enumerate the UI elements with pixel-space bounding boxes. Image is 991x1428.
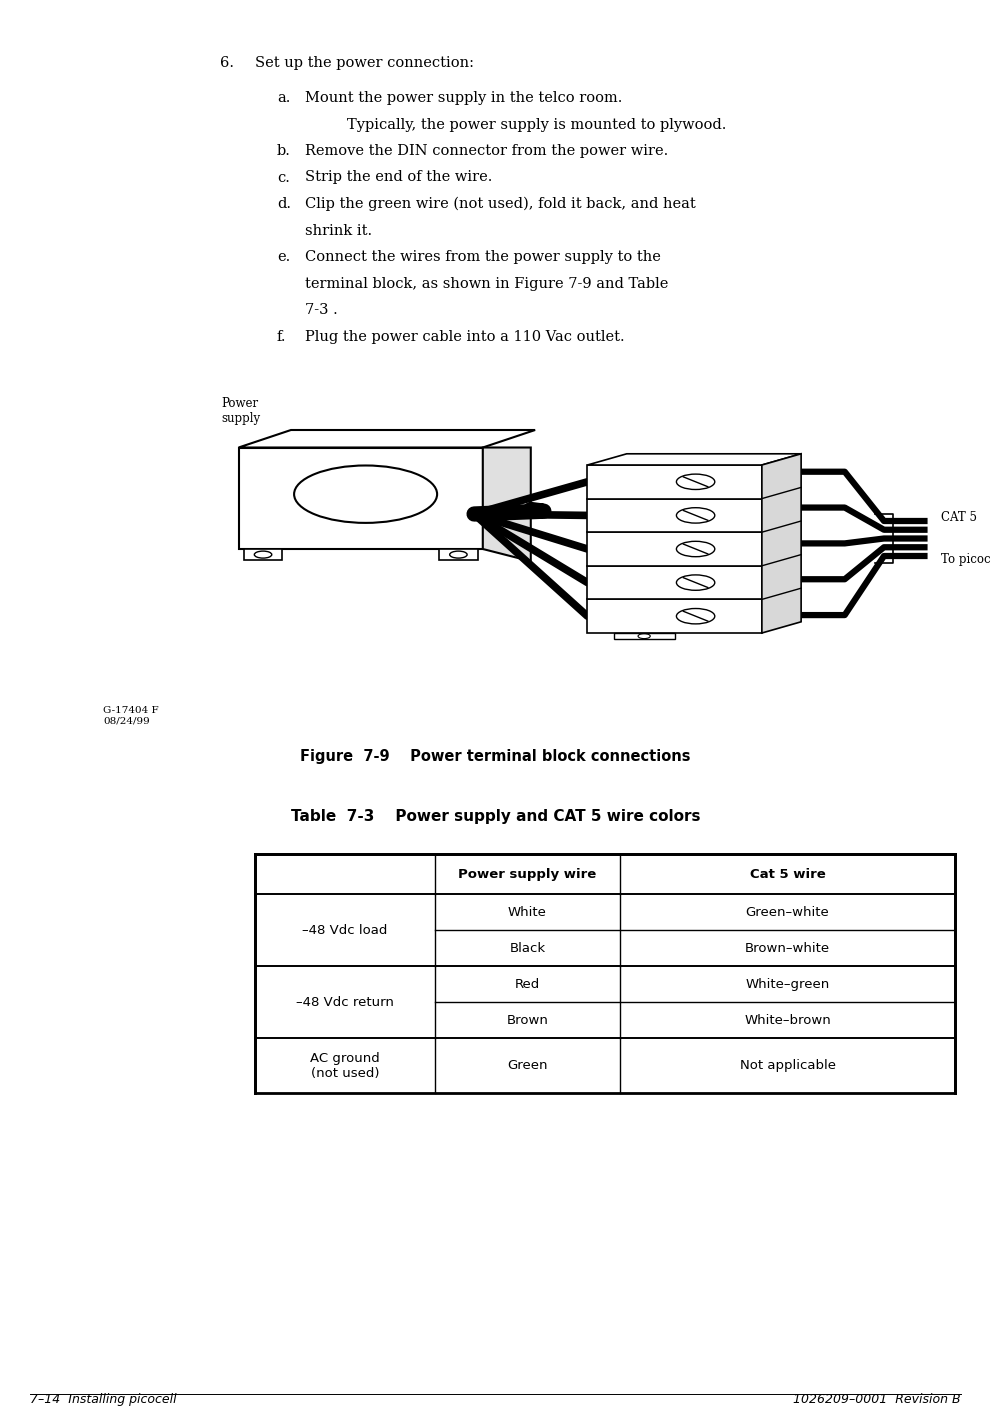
Text: White–green: White–green bbox=[745, 978, 829, 991]
Text: Strip the end of the wire.: Strip the end of the wire. bbox=[305, 170, 493, 184]
Polygon shape bbox=[483, 447, 531, 561]
Text: 7–14  Installing picocell: 7–14 Installing picocell bbox=[30, 1392, 176, 1407]
Polygon shape bbox=[588, 454, 801, 466]
Text: Power
supply: Power supply bbox=[221, 397, 261, 424]
Text: 7-3 .: 7-3 . bbox=[305, 303, 338, 317]
Text: AC ground
(not used): AC ground (not used) bbox=[310, 1051, 380, 1080]
Text: 6.: 6. bbox=[220, 56, 234, 70]
Text: Brown: Brown bbox=[506, 1014, 548, 1027]
Polygon shape bbox=[762, 454, 801, 633]
Polygon shape bbox=[244, 548, 282, 560]
Circle shape bbox=[677, 541, 715, 557]
Polygon shape bbox=[439, 548, 478, 560]
Text: c.: c. bbox=[277, 170, 290, 184]
Text: 1026209–0001  Revision B: 1026209–0001 Revision B bbox=[794, 1392, 961, 1407]
Text: f.: f. bbox=[277, 330, 286, 344]
Polygon shape bbox=[239, 447, 483, 548]
Circle shape bbox=[677, 508, 715, 523]
Circle shape bbox=[677, 608, 715, 624]
Circle shape bbox=[677, 575, 715, 590]
Text: Plug the power cable into a 110 Vac outlet.: Plug the power cable into a 110 Vac outl… bbox=[305, 330, 624, 344]
Text: shrink it.: shrink it. bbox=[305, 224, 373, 237]
Text: Mount the power supply in the telco room.: Mount the power supply in the telco room… bbox=[305, 91, 622, 106]
Text: terminal block, as shown in Figure 7-9 and Table: terminal block, as shown in Figure 7-9 a… bbox=[305, 277, 668, 290]
Text: –48 Vdc load: –48 Vdc load bbox=[302, 924, 387, 937]
Text: Typically, the power supply is mounted to plywood.: Typically, the power supply is mounted t… bbox=[347, 117, 726, 131]
Text: CAT 5: CAT 5 bbox=[940, 511, 977, 524]
Text: Connect the wires from the power supply to the: Connect the wires from the power supply … bbox=[305, 250, 661, 264]
Circle shape bbox=[677, 474, 715, 490]
Text: Table  7-3    Power supply and CAT 5 wire colors: Table 7-3 Power supply and CAT 5 wire co… bbox=[290, 810, 701, 824]
Polygon shape bbox=[613, 633, 675, 640]
Polygon shape bbox=[588, 466, 762, 498]
Text: Not applicable: Not applicable bbox=[739, 1060, 835, 1072]
Text: G-17404 F
08/24/99: G-17404 F 08/24/99 bbox=[103, 707, 160, 725]
Text: Green: Green bbox=[507, 1060, 548, 1072]
Polygon shape bbox=[588, 565, 762, 600]
Text: a.: a. bbox=[277, 91, 290, 106]
Text: Cat 5 wire: Cat 5 wire bbox=[749, 867, 826, 881]
Text: Remove the DIN connector from the power wire.: Remove the DIN connector from the power … bbox=[305, 144, 668, 159]
Text: White–brown: White–brown bbox=[744, 1014, 830, 1027]
Text: d.: d. bbox=[277, 197, 291, 211]
Text: To picocell: To picocell bbox=[940, 553, 991, 565]
Polygon shape bbox=[588, 533, 762, 565]
Text: Figure  7-9    Power terminal block connections: Figure 7-9 Power terminal block connecti… bbox=[300, 750, 691, 764]
Text: Black: Black bbox=[509, 941, 546, 954]
Text: Power supply wire: Power supply wire bbox=[459, 867, 597, 881]
Text: Brown–white: Brown–white bbox=[745, 941, 830, 954]
Polygon shape bbox=[588, 600, 762, 633]
Text: b.: b. bbox=[277, 144, 291, 159]
Text: Red: Red bbox=[515, 978, 540, 991]
Text: Green–white: Green–white bbox=[745, 905, 829, 918]
Text: e.: e. bbox=[277, 250, 290, 264]
Text: White: White bbox=[508, 905, 547, 918]
Text: Set up the power connection:: Set up the power connection: bbox=[255, 56, 474, 70]
Text: Clip the green wire (not used), fold it back, and heat: Clip the green wire (not used), fold it … bbox=[305, 197, 696, 211]
Polygon shape bbox=[239, 430, 535, 447]
Text: –48 Vdc return: –48 Vdc return bbox=[296, 995, 394, 1008]
Polygon shape bbox=[588, 498, 762, 533]
